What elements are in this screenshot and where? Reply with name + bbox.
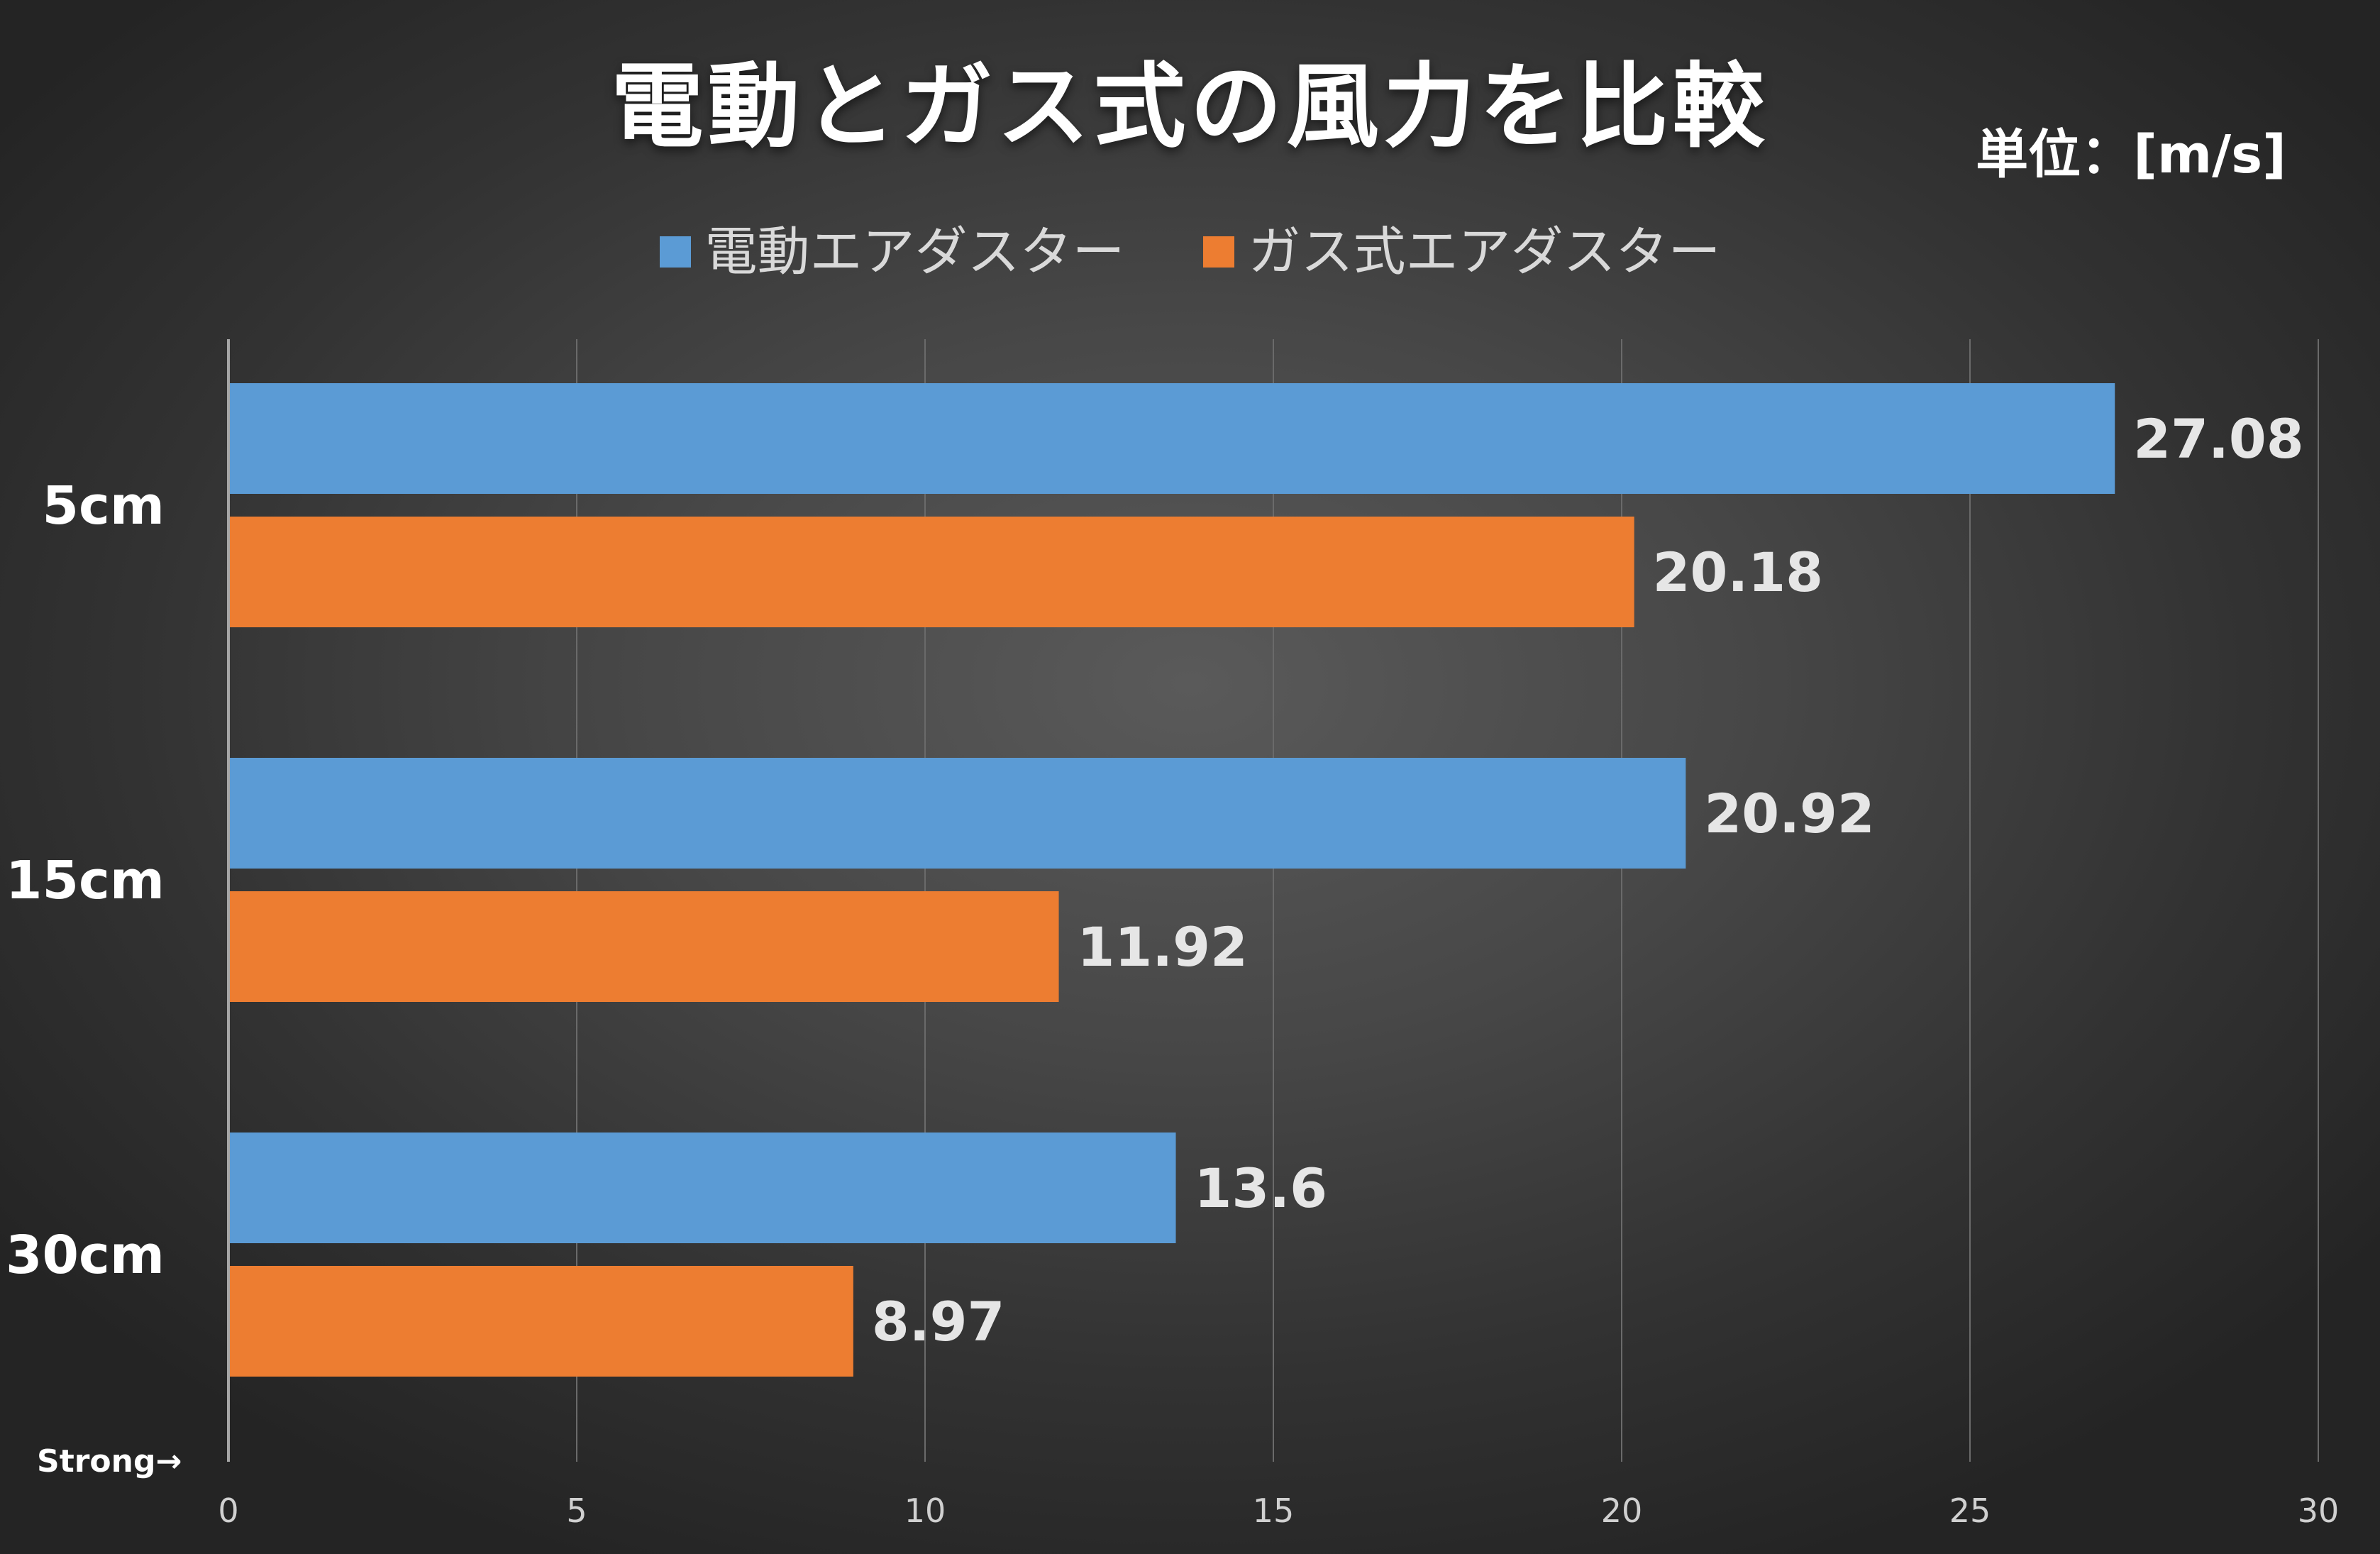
bar-gas-5cm	[228, 517, 1634, 627]
x-tick-label: 15	[1253, 1492, 1295, 1530]
legend-swatch-electric	[659, 236, 691, 268]
bars	[228, 383, 2115, 1377]
chart-legend: 電動エアダスター ガス式エアダスター	[0, 213, 2380, 291]
bar-gas-15cm	[228, 891, 1059, 1002]
y-tick-label: 5cm	[43, 475, 165, 536]
bar-electric-15cm	[228, 758, 1686, 869]
data-label: 8.97	[872, 1290, 1005, 1353]
x-tick-label: 30	[2298, 1492, 2340, 1530]
x-tick-label: 20	[1601, 1492, 1643, 1530]
x-tick-label: 10	[904, 1492, 946, 1530]
bar-gas-30cm	[228, 1266, 853, 1377]
bar-electric-30cm	[228, 1133, 1176, 1243]
chart-title: 電動とガス式の風力を比較	[611, 53, 1769, 160]
unit-label: 単位：[m/s]	[1976, 124, 2286, 185]
legend-item-electric: 電動エアダスター	[659, 213, 1125, 291]
data-label: 13.6	[1195, 1157, 1328, 1220]
strong-indicator: Strong→	[37, 1443, 182, 1479]
legend-label-electric: 電動エアダスター	[704, 221, 1125, 282]
x-tick-label: 0	[218, 1492, 238, 1530]
y-tick-label: 15cm	[6, 850, 165, 911]
legend-label-gas: ガス式エアダスター	[1248, 221, 1721, 282]
x-tick-label: 25	[1949, 1492, 1991, 1530]
legend-swatch-gas	[1202, 236, 1234, 268]
data-label: 11.92	[1078, 915, 1248, 979]
x-tick-label: 5	[566, 1492, 587, 1530]
legend-item-gas: ガス式エアダスター	[1202, 213, 1721, 291]
bar-electric-5cm	[228, 383, 2115, 494]
y-tick-label: 30cm	[6, 1225, 165, 1286]
data-label: 20.18	[1653, 541, 1823, 604]
data-label: 20.92	[1704, 782, 1874, 845]
data-label: 27.08	[2133, 407, 2303, 470]
labels: 0 5 10 15 20 25 30 27.08 20.18 5cm 20.92 11.92 15cm 1…	[6, 407, 2339, 1530]
